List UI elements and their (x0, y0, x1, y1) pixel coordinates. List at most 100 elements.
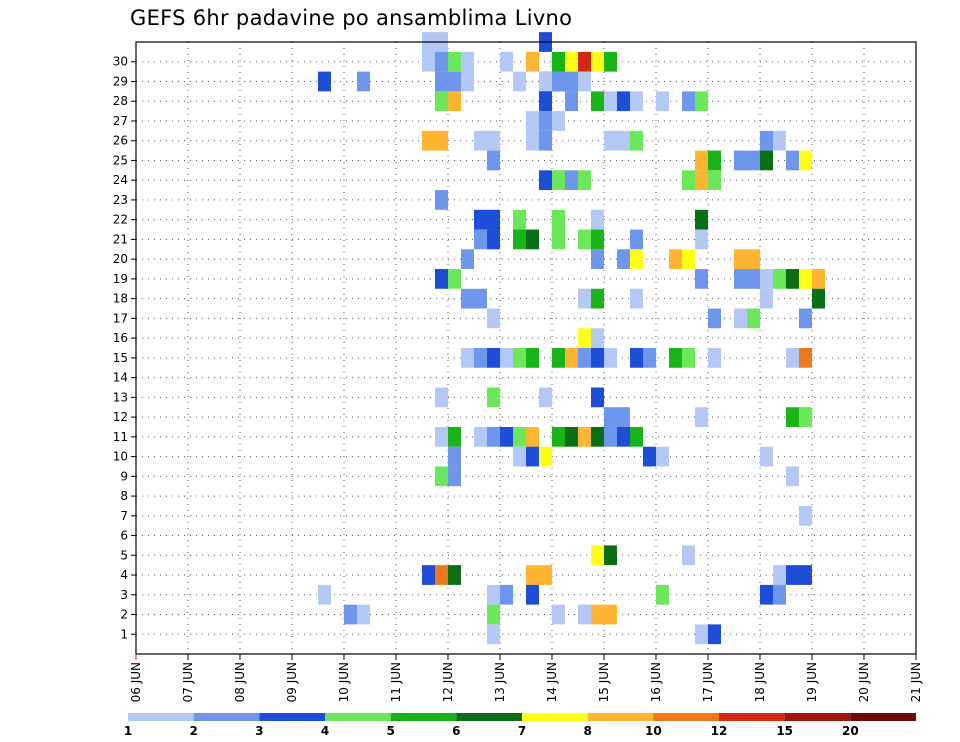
precip-cell (630, 249, 643, 270)
precip-cell (487, 387, 500, 408)
precip-cell (526, 111, 539, 131)
y-tick-label: 17 (113, 311, 128, 325)
precip-cell (695, 624, 708, 645)
precip-cell (604, 545, 617, 566)
precip-cell (656, 446, 669, 467)
precip-cell (643, 446, 656, 467)
precip-cell (656, 91, 669, 112)
precip-cell (773, 565, 786, 585)
chart-title: GEFS 6hr padavine po ansamblima Livno (130, 6, 573, 30)
precip-cell (435, 130, 448, 151)
y-tick-label: 5 (120, 548, 128, 562)
y-tick-label: 19 (113, 272, 128, 286)
precip-cell (500, 348, 513, 368)
precip-cell (500, 584, 513, 605)
precip-cell (435, 466, 448, 487)
precip-cell (786, 565, 799, 585)
colorbar-label: 6 (452, 724, 460, 738)
precip-cell (526, 565, 539, 585)
y-tick-label: 23 (113, 193, 128, 207)
precip-cell (734, 308, 747, 329)
x-tick-label: 18 JUN (753, 662, 767, 702)
precip-cell (630, 130, 643, 151)
precip-cell (604, 348, 617, 368)
x-tick-label: 08 JUN (233, 662, 247, 702)
precip-cell (630, 426, 643, 447)
precip-cell (552, 604, 565, 625)
precip-cell (487, 308, 500, 329)
precip-cell (422, 51, 435, 72)
precip-cell (591, 288, 604, 309)
precip-cells (318, 32, 825, 645)
precip-cell (630, 91, 643, 112)
precip-cell (539, 130, 552, 151)
precip-cell (552, 209, 565, 230)
precip-cell (591, 209, 604, 230)
precip-cell (786, 466, 799, 487)
y-tick-label: 16 (113, 331, 128, 345)
colorbar-label: 20 (842, 724, 859, 738)
precip-cell (708, 150, 721, 171)
precip-cell (552, 170, 565, 191)
precip-cell (734, 249, 747, 270)
precip-cell (448, 446, 461, 467)
precip-cell (695, 269, 708, 289)
precip-cell (799, 348, 812, 368)
precip-cell (617, 130, 630, 151)
precip-cell (604, 91, 617, 112)
precip-cell (539, 446, 552, 467)
precip-cell (357, 604, 370, 625)
precip-cell (487, 209, 500, 230)
precip-cell (578, 426, 591, 447)
y-tick-label: 28 (113, 94, 128, 108)
precip-cell (500, 51, 513, 72)
precip-cell (669, 249, 682, 270)
precip-cell (474, 426, 487, 447)
precip-cell (422, 130, 435, 151)
precip-cell (461, 51, 474, 72)
precip-cell (448, 565, 461, 585)
x-tick-label: 13 JUN (493, 662, 507, 702)
y-tick-label: 15 (113, 351, 128, 365)
precip-cell (526, 584, 539, 605)
precip-cell (565, 426, 578, 447)
precip-cell (578, 328, 591, 348)
precip-cell (552, 426, 565, 447)
precip-cell (539, 71, 552, 92)
precip-cell (617, 249, 630, 270)
y-tick-label: 8 (120, 489, 128, 503)
colorbar-label: 2 (189, 724, 197, 738)
precip-cell (448, 71, 461, 92)
x-tick-label: 15 JUN (597, 662, 611, 702)
y-tick-label: 12 (113, 410, 128, 424)
precip-cell (357, 71, 370, 92)
precip-cell (500, 426, 513, 447)
precip-cell (487, 624, 500, 645)
colorbar: 1 2 3 4 5 6 7 8 10 12 15 20 (124, 713, 916, 738)
precip-cell (487, 426, 500, 447)
precip-cell (604, 604, 617, 625)
precip-cell (435, 91, 448, 112)
precip-cell (682, 91, 695, 112)
precip-cell (461, 348, 474, 368)
precip-cell (552, 51, 565, 72)
precip-cell (786, 150, 799, 171)
precip-cell (318, 584, 331, 605)
x-tick-label: 09 JUN (285, 662, 299, 702)
precip-cell (591, 51, 604, 72)
precip-cell (630, 229, 643, 250)
precip-cell (760, 584, 773, 605)
precip-cell (695, 170, 708, 191)
precip-cell (630, 348, 643, 368)
precip-cell (513, 446, 526, 467)
precip-cell (461, 249, 474, 270)
precip-cell (539, 111, 552, 131)
precip-cell (799, 308, 812, 329)
precip-cell (760, 288, 773, 309)
colorbar-label: 3 (255, 724, 263, 738)
x-tick-label: 19 JUN (805, 662, 819, 702)
x-tick-label: 12 JUN (441, 662, 455, 702)
precip-cell (448, 51, 461, 72)
y-tick-label: 11 (113, 430, 128, 444)
precip-cell (474, 229, 487, 250)
